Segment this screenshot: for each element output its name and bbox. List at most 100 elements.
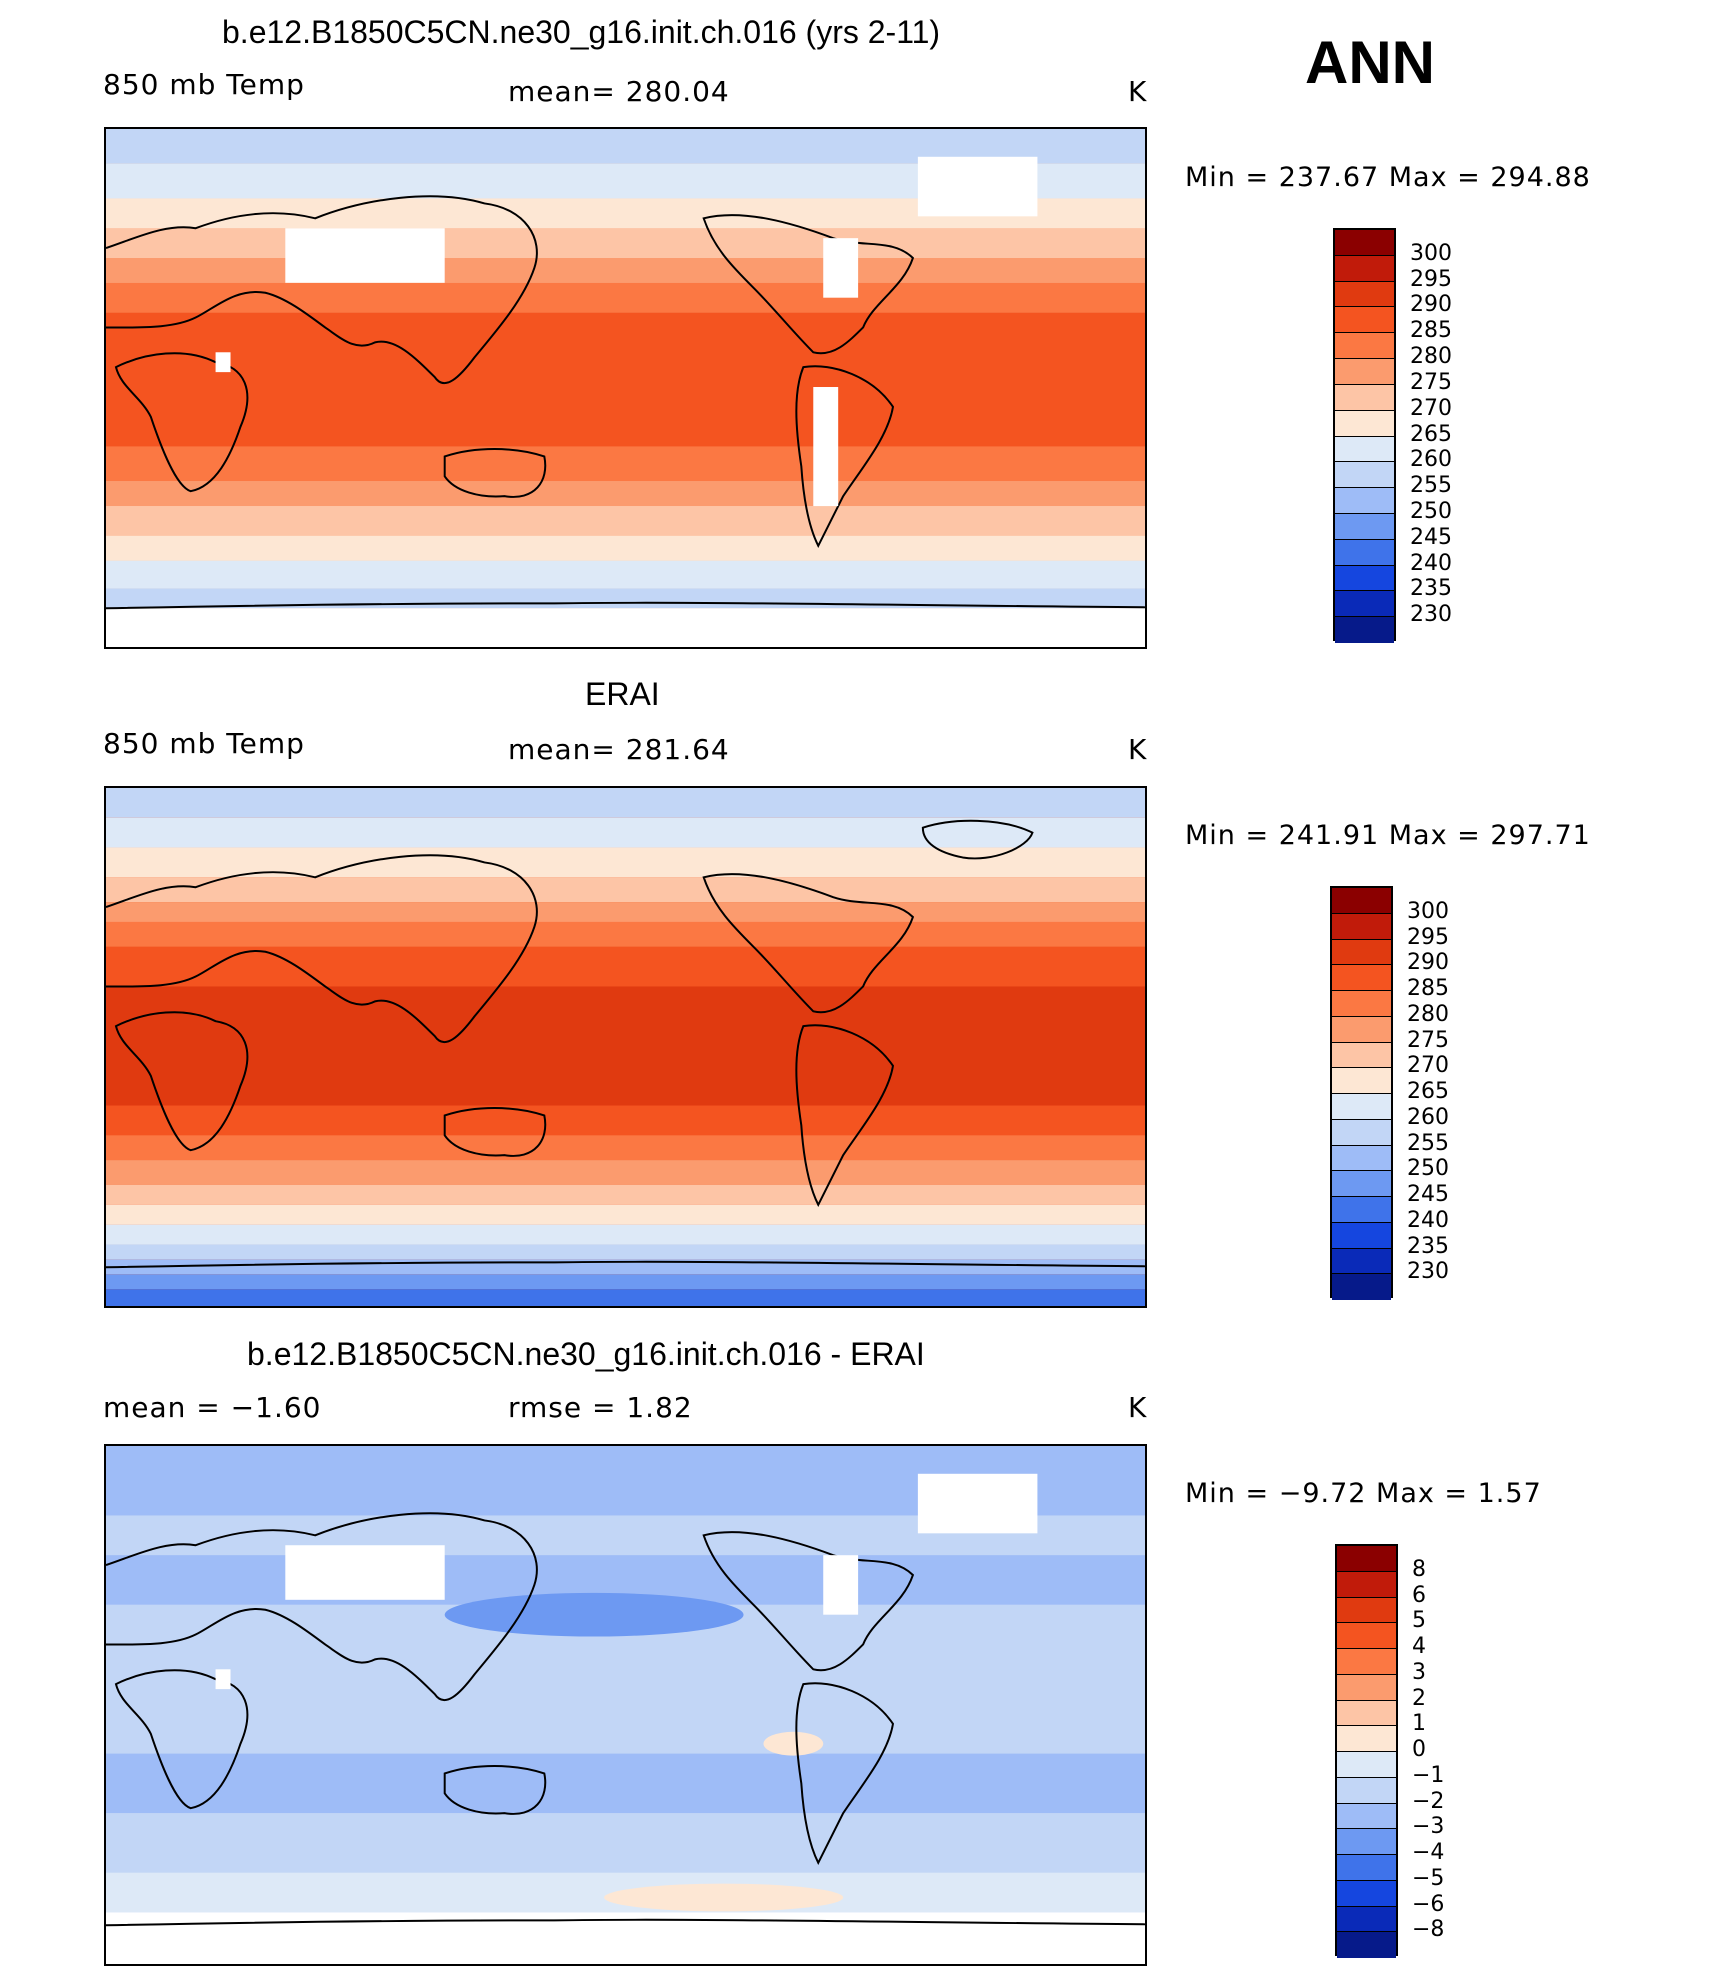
colorbar-swatch — [1335, 255, 1394, 282]
colorbar-level-label: 280 — [1410, 344, 1452, 370]
colorbar-level-label: 275 — [1407, 1027, 1449, 1053]
colorbar-level-label: 235 — [1407, 1233, 1449, 1259]
colorbar-level-label: 5 — [1412, 1608, 1426, 1634]
colorbar-swatch — [1335, 410, 1394, 437]
colorbar-level-label: −3 — [1412, 1814, 1445, 1840]
colorbar-swatch — [1335, 230, 1394, 256]
colorbar-level-label: 235 — [1410, 576, 1452, 602]
panel-1-unit-label: K — [1128, 75, 1148, 108]
panel-2-map — [104, 786, 1147, 1308]
colorbar-level-label: 280 — [1407, 1001, 1449, 1027]
colorbar-swatch — [1332, 1171, 1391, 1197]
panel-3-map-svg — [106, 1446, 1145, 1964]
colorbar-swatch — [1335, 539, 1394, 566]
panel-2-variable-label: 850 mb Temp — [103, 727, 305, 760]
colorbar-swatch — [1332, 913, 1391, 940]
colorbar-swatch — [1337, 1880, 1396, 1907]
colorbar-swatch — [1332, 1016, 1391, 1043]
colorbar-level-label: 0 — [1412, 1737, 1426, 1762]
colorbar-level-label: 1 — [1412, 1711, 1426, 1737]
panel-1-mean-label: mean= 280.04 — [508, 75, 730, 108]
colorbar-swatch — [1332, 888, 1391, 914]
colorbar-swatch — [1337, 1649, 1396, 1675]
colorbar-level-label: 245 — [1407, 1182, 1449, 1207]
colorbar-swatch — [1335, 333, 1394, 360]
panel-2-title: ERAI — [585, 676, 660, 712]
colorbar-level-label: 265 — [1410, 421, 1452, 447]
colorbar-swatch — [1337, 1700, 1396, 1727]
colorbar-swatch — [1337, 1855, 1396, 1881]
panel-3-title: b.e12.B1850C5CN.ne30_g16.init.ch.016 - E… — [247, 1336, 925, 1372]
panel-3-stats: Min = −9.72 Max = 1.57 — [1185, 1478, 1542, 1509]
colorbar-swatch — [1335, 359, 1394, 385]
panel-1-map-svg — [106, 129, 1145, 647]
colorbar-level-label: 265 — [1407, 1079, 1449, 1104]
colorbar-swatch — [1335, 462, 1394, 489]
colorbar-swatch — [1337, 1674, 1396, 1701]
colorbar-level-label: −2 — [1412, 1788, 1445, 1814]
colorbar-swatch — [1337, 1803, 1396, 1830]
colorbar-swatch — [1332, 939, 1391, 966]
colorbar-swatch — [1335, 591, 1394, 618]
colorbar-level-label: 300 — [1407, 898, 1449, 924]
panel-3-rmse-label: rmse = 1.82 — [508, 1391, 693, 1424]
colorbar-swatch — [1337, 1623, 1396, 1649]
panel-2-colorbar — [1330, 886, 1393, 1300]
colorbar-level-label: −5 — [1412, 1865, 1445, 1891]
colorbar-swatch — [1332, 965, 1391, 991]
colorbar-level-label: 4 — [1412, 1634, 1426, 1659]
colorbar-level-label: 295 — [1410, 266, 1452, 292]
panel-2-stats: Min = 241.91 Max = 297.71 — [1185, 820, 1591, 851]
colorbar-swatch — [1332, 1094, 1391, 1120]
colorbar-swatch — [1332, 1248, 1391, 1275]
colorbar-level-label: 240 — [1410, 550, 1452, 576]
colorbar-level-label: 255 — [1410, 473, 1452, 499]
colorbar-swatch — [1332, 1197, 1391, 1223]
colorbar-level-label: 270 — [1407, 1053, 1449, 1079]
colorbar-level-label: 245 — [1410, 524, 1452, 550]
colorbar-level-label: 255 — [1407, 1130, 1449, 1156]
colorbar-level-label: 230 — [1407, 1259, 1449, 1285]
colorbar-swatch — [1332, 991, 1391, 1017]
colorbar-level-label: −6 — [1412, 1891, 1445, 1917]
colorbar-swatch — [1332, 1222, 1391, 1249]
colorbar-swatch — [1337, 1777, 1396, 1804]
panel-2-unit-label: K — [1128, 733, 1148, 766]
colorbar-swatch — [1332, 1068, 1391, 1094]
colorbar-level-label: 250 — [1410, 498, 1452, 524]
season-label: ANN — [1305, 29, 1435, 96]
colorbar-level-label: 295 — [1407, 924, 1449, 950]
colorbar-level-label: 6 — [1412, 1582, 1426, 1608]
colorbar-level-label: 230 — [1410, 602, 1452, 628]
colorbar-level-label: 8 — [1412, 1556, 1426, 1582]
colorbar-swatch — [1337, 1726, 1396, 1752]
colorbar-swatch — [1335, 384, 1394, 411]
panel-1-colorbar — [1333, 228, 1396, 643]
colorbar-swatch — [1337, 1597, 1396, 1624]
panel-2-mean-label: mean= 281.64 — [508, 733, 730, 766]
colorbar-swatch — [1335, 617, 1394, 643]
colorbar-level-label: 3 — [1412, 1659, 1426, 1685]
colorbar-swatch — [1335, 513, 1394, 540]
colorbar-level-label: 300 — [1410, 240, 1452, 266]
panel-3-map — [104, 1444, 1147, 1966]
colorbar-swatch — [1335, 436, 1394, 463]
colorbar-swatch — [1337, 1906, 1396, 1933]
colorbar-swatch — [1332, 1042, 1391, 1069]
colorbar-swatch — [1337, 1829, 1396, 1855]
colorbar-level-label: 290 — [1410, 292, 1452, 318]
colorbar-level-label: 260 — [1410, 447, 1452, 473]
panel-3-unit-label: K — [1128, 1391, 1148, 1424]
colorbar-level-label: 290 — [1407, 950, 1449, 976]
colorbar-swatch — [1335, 488, 1394, 514]
colorbar-swatch — [1337, 1546, 1396, 1572]
colorbar-level-label: 285 — [1407, 976, 1449, 1001]
panel-2-map-svg — [106, 788, 1145, 1306]
colorbar-swatch — [1332, 1274, 1391, 1300]
colorbar-swatch — [1335, 565, 1394, 592]
panel-3-colorbar — [1335, 1544, 1398, 1958]
panel-1-variable-label: 850 mb Temp — [103, 68, 305, 101]
colorbar-level-label: 240 — [1407, 1207, 1449, 1233]
colorbar-swatch — [1332, 1145, 1391, 1172]
colorbar-swatch — [1335, 281, 1394, 308]
